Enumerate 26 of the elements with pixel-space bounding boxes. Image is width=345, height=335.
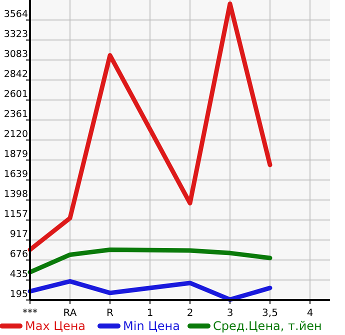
x-tick-label: 1 <box>146 308 154 319</box>
y-tick-label: 1157 <box>4 209 28 220</box>
x-tick-label: R <box>106 308 114 319</box>
y-tick-label: 2601 <box>4 89 28 100</box>
x-tick-label: 3 <box>226 308 234 319</box>
y-tick-label: 917 <box>10 229 28 240</box>
y-tick-label: 1879 <box>4 149 28 160</box>
x-tick-label: 4 <box>306 308 314 319</box>
y-tick-label: 3564 <box>4 9 28 20</box>
y-tick-label: 2120 <box>4 129 28 140</box>
y-tick-label: 3083 <box>4 49 28 60</box>
legend-label: Сред.Цена, т.йен <box>213 319 322 333</box>
y-tick-label: 2842 <box>4 69 28 80</box>
legend-label: Min Цена <box>123 319 180 333</box>
y-tick-label: 3323 <box>4 29 28 40</box>
x-tick-label: 2 <box>186 308 194 319</box>
y-tick-label: 1639 <box>4 169 28 180</box>
y-tick-label: 676 <box>10 249 28 260</box>
y-tick-label: 1398 <box>4 189 28 200</box>
y-tick-label: 195 <box>10 289 28 300</box>
y-tick-label: 435 <box>10 269 28 280</box>
legend-label: Max Цена <box>25 319 86 333</box>
x-tick-label: *** <box>22 308 38 319</box>
y-tick-label: 2361 <box>4 109 28 120</box>
x-tick-label: RA <box>63 308 77 319</box>
x-tick-label: 3,5 <box>262 308 278 319</box>
